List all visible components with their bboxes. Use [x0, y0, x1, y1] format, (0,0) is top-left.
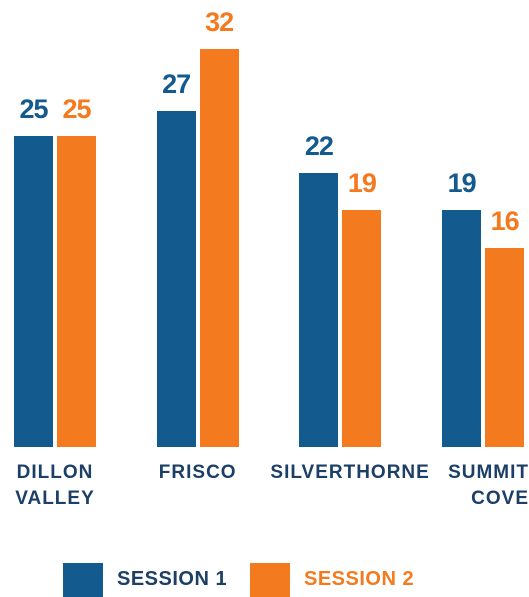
legend-swatch — [250, 563, 290, 597]
value-label: 22 — [304, 131, 334, 162]
category-label: FRISCO — [158, 462, 237, 483]
bar — [442, 210, 482, 447]
bar — [14, 135, 53, 447]
value-label: 27 — [162, 68, 191, 99]
bar — [299, 173, 339, 447]
category-label: SILVERTHORNE — [270, 462, 430, 483]
value-label: 19 — [447, 168, 477, 199]
value-label: 25 — [62, 93, 91, 124]
bar — [199, 48, 239, 447]
category-label: SUMMIT COVE — [448, 462, 529, 509]
value-label: 16 — [490, 205, 520, 236]
category-label: DILLON VALLEY — [15, 462, 95, 509]
value-label: 32 — [205, 6, 234, 37]
legend-label: SESSION 2 — [304, 568, 415, 590]
bar — [156, 110, 196, 447]
value-label: 19 — [347, 168, 377, 199]
legend-label: SESSION 1 — [117, 568, 228, 590]
value-label: 25 — [19, 93, 48, 124]
bar — [57, 135, 96, 447]
bar — [485, 247, 525, 447]
legend-swatch — [63, 563, 103, 597]
bar — [342, 210, 382, 447]
